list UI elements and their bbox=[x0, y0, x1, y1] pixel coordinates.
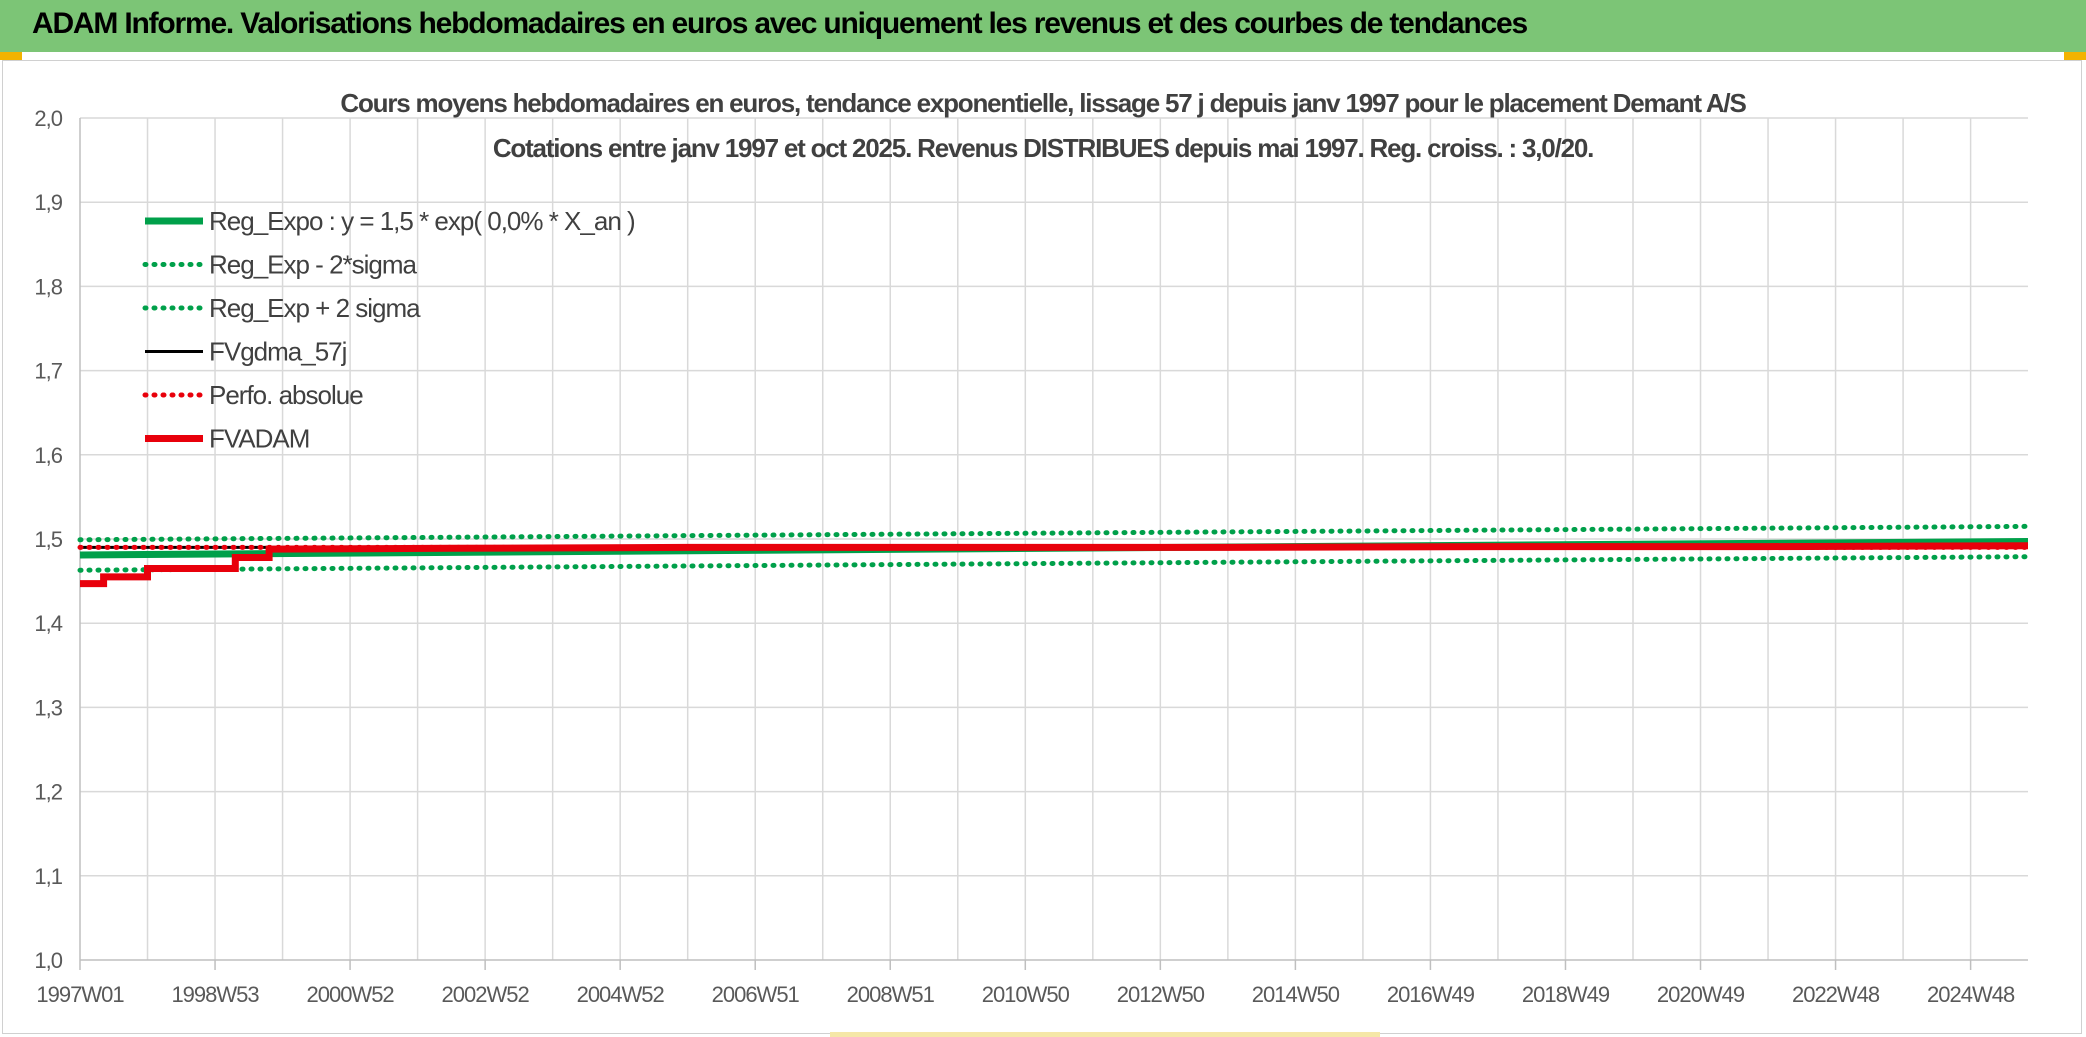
legend-label: Perfo. absolue bbox=[209, 380, 363, 410]
y-tick-label: 1,2 bbox=[34, 780, 62, 805]
chart-titles: Cours moyens hebdomadaires en euros, ten… bbox=[340, 88, 1747, 163]
x-tick-label: 2024W48 bbox=[1927, 982, 2015, 1007]
x-tick-label: 2016W49 bbox=[1387, 982, 1475, 1007]
series-line-reg-exp-2-sigma bbox=[77, 523, 2031, 543]
legend-label: Reg_Expo : y = 1,5 * exp( 0,0% * X_an ) bbox=[209, 206, 635, 236]
legend-label: FVADAM bbox=[209, 424, 309, 454]
gridlines bbox=[80, 117, 2028, 960]
y-tick-labels: 1,0 1,1 1,2 1,3 1,4 1,5 1,6 1,7 1,8 1,9 2,0 bbox=[34, 106, 63, 973]
x-tick-label: 2000W52 bbox=[306, 982, 394, 1007]
legend-label: FVgdma_57j bbox=[209, 337, 347, 367]
y-tick-label: 1,5 bbox=[34, 527, 62, 552]
x-tick-label: 2008W51 bbox=[847, 982, 935, 1007]
series-line-reg-exp-2-sigma bbox=[77, 554, 2031, 573]
chart-subtitle: Cotations entre janv 1997 et oct 2025. R… bbox=[493, 133, 1593, 163]
x-tick-label: 1997W01 bbox=[36, 982, 124, 1007]
report-banner: ADAM Informe. Valorisations hebdomadaire… bbox=[0, 0, 2086, 52]
y-tick-label: 1,9 bbox=[34, 190, 62, 215]
y-tick-label: 1,7 bbox=[34, 359, 62, 384]
x-tick-label: 2014W50 bbox=[1252, 982, 1340, 1007]
y-tick-label: 1,1 bbox=[34, 864, 62, 889]
y-tick-label: 1,3 bbox=[34, 695, 62, 720]
chart-title: Cours moyens hebdomadaires en euros, ten… bbox=[340, 88, 1746, 118]
x-tick-label: 2002W52 bbox=[442, 982, 530, 1007]
y-tick-label: 1,6 bbox=[34, 443, 62, 468]
series-lines bbox=[77, 523, 2031, 588]
accent-band-bottom bbox=[830, 1032, 1380, 1037]
x-tick-label: 2020W49 bbox=[1657, 982, 1745, 1007]
legend-label: Reg_Exp + 2 sigma bbox=[209, 293, 421, 323]
accent-band-left bbox=[0, 52, 22, 60]
x-tick-labels: 1997W01 1998W53 2000W52 2002W52 2004W52 2006W… bbox=[36, 982, 2016, 1007]
y-tick-label: 1,0 bbox=[34, 948, 62, 973]
x-tick-label: 2012W50 bbox=[1117, 982, 1205, 1007]
legend: Reg_Expo : y = 1,5 * exp( 0,0% * X_an ) R… bbox=[142, 206, 636, 454]
x-tick-label: 2010W50 bbox=[982, 982, 1070, 1007]
accent-band-right bbox=[2064, 52, 2086, 60]
y-tick-label: 2,0 bbox=[34, 106, 62, 131]
x-tick-label: 1998W53 bbox=[171, 982, 259, 1007]
x-tick-label: 2004W52 bbox=[577, 982, 665, 1007]
legend-label: Reg_Exp - 2*sigma bbox=[209, 250, 418, 280]
y-tick-label: 1,4 bbox=[34, 611, 62, 636]
x-tick-label: 2018W49 bbox=[1522, 982, 1610, 1007]
x-tick-label: 2006W51 bbox=[712, 982, 800, 1007]
report-title: ADAM Informe. Valorisations hebdomadaire… bbox=[32, 7, 1528, 40]
x-tick-label: 2022W48 bbox=[1792, 982, 1880, 1007]
y-tick-label: 1,8 bbox=[34, 274, 62, 299]
series-line-fvadam bbox=[80, 542, 2029, 588]
